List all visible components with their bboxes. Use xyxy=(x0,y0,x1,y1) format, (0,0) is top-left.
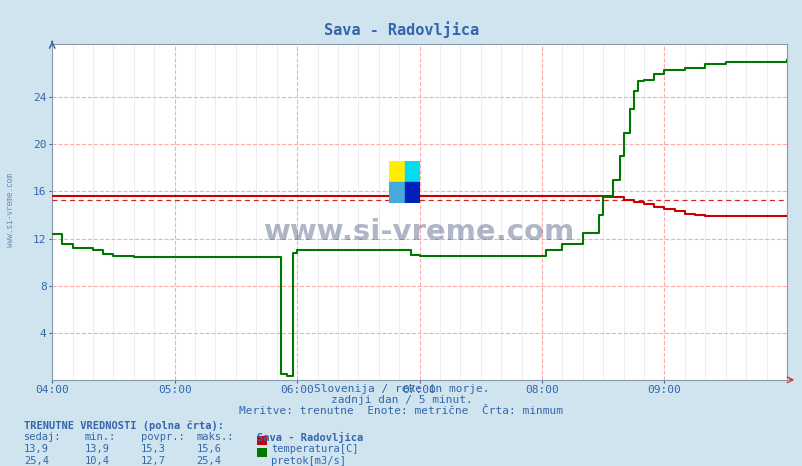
Text: Slovenija / reke in morje.: Slovenija / reke in morje. xyxy=(314,384,488,394)
Bar xyxy=(404,161,419,182)
Text: 10,4: 10,4 xyxy=(84,456,109,466)
Text: Sava - Radovljica: Sava - Radovljica xyxy=(323,21,479,38)
Text: Sava - Radovljica: Sava - Radovljica xyxy=(257,432,363,444)
Text: zadnji dan / 5 minut.: zadnji dan / 5 minut. xyxy=(330,395,472,405)
Text: Meritve: trenutne  Enote: metrične  Črta: minmum: Meritve: trenutne Enote: metrične Črta: … xyxy=(239,406,563,416)
Text: maks.:: maks.: xyxy=(196,432,234,442)
Text: 15,3: 15,3 xyxy=(140,444,165,453)
Text: 25,4: 25,4 xyxy=(24,456,49,466)
Text: www.si-vreme.com: www.si-vreme.com xyxy=(6,173,15,247)
Bar xyxy=(389,161,404,182)
Bar xyxy=(389,182,404,203)
Text: TRENUTNE VREDNOSTI (polna črta):: TRENUTNE VREDNOSTI (polna črta): xyxy=(24,420,224,431)
Text: 12,7: 12,7 xyxy=(140,456,165,466)
Text: temperatura[C]: temperatura[C] xyxy=(271,444,358,453)
Text: 13,9: 13,9 xyxy=(24,444,49,453)
Text: 25,4: 25,4 xyxy=(196,456,221,466)
Text: www.si-vreme.com: www.si-vreme.com xyxy=(264,218,574,246)
Text: sedaj:: sedaj: xyxy=(24,432,62,442)
Text: povpr.:: povpr.: xyxy=(140,432,184,442)
Text: 13,9: 13,9 xyxy=(84,444,109,453)
Bar xyxy=(404,182,419,203)
Text: min.:: min.: xyxy=(84,432,115,442)
Text: pretok[m3/s]: pretok[m3/s] xyxy=(271,456,346,466)
Text: 15,6: 15,6 xyxy=(196,444,221,453)
